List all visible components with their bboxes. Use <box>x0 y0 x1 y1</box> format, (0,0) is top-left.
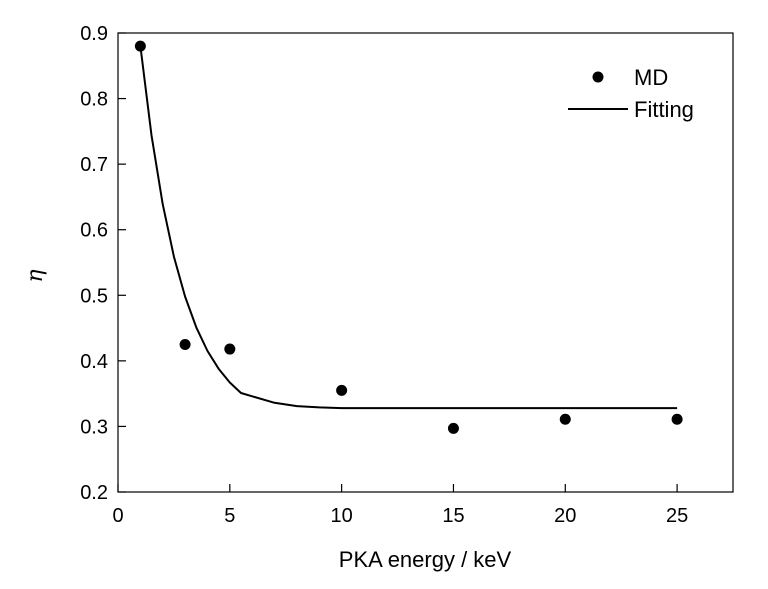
md-data-point <box>559 413 571 425</box>
y-tick-label: 0.8 <box>80 89 108 111</box>
x-axis-label: PKA energy / keV <box>339 547 512 572</box>
md-data-point <box>134 40 146 52</box>
x-tick-label: 5 <box>224 505 235 527</box>
md-data-point <box>447 422 459 434</box>
legend-marker-md <box>592 71 604 83</box>
x-axis: 0 5 10 15 20 25 <box>112 484 688 527</box>
y-axis: 0.2 0.3 0.4 0.5 0.6 0.7 0.8 0.9 <box>80 23 126 504</box>
y-tick-label: 0.7 <box>80 154 108 176</box>
plot-area <box>117 32 734 493</box>
y-axis-label: η <box>23 269 48 282</box>
fitting-curve <box>139 45 678 410</box>
md-data-point <box>336 384 348 396</box>
md-data-point <box>224 343 236 355</box>
md-data-point <box>671 413 683 425</box>
x-tick-label: 0 <box>112 505 123 527</box>
x-tick-label: 20 <box>554 505 576 527</box>
legend-label-md: MD <box>634 65 668 90</box>
series-layer <box>134 40 683 434</box>
legend: MD Fitting <box>568 65 694 122</box>
x-tick-label: 15 <box>442 505 464 527</box>
y-tick-label: 0.4 <box>80 351 108 373</box>
y-tick-label: 0.3 <box>80 416 108 438</box>
y-tick-label: 0.5 <box>80 285 108 307</box>
legend-label-fitting: Fitting <box>634 97 694 122</box>
x-tick-label: 10 <box>331 505 353 527</box>
md-data-point <box>179 338 191 350</box>
y-tick-label: 0.2 <box>80 482 108 504</box>
y-tick-label: 0.9 <box>80 23 108 45</box>
x-tick-label: 25 <box>666 505 688 527</box>
y-tick-label: 0.6 <box>80 220 108 242</box>
